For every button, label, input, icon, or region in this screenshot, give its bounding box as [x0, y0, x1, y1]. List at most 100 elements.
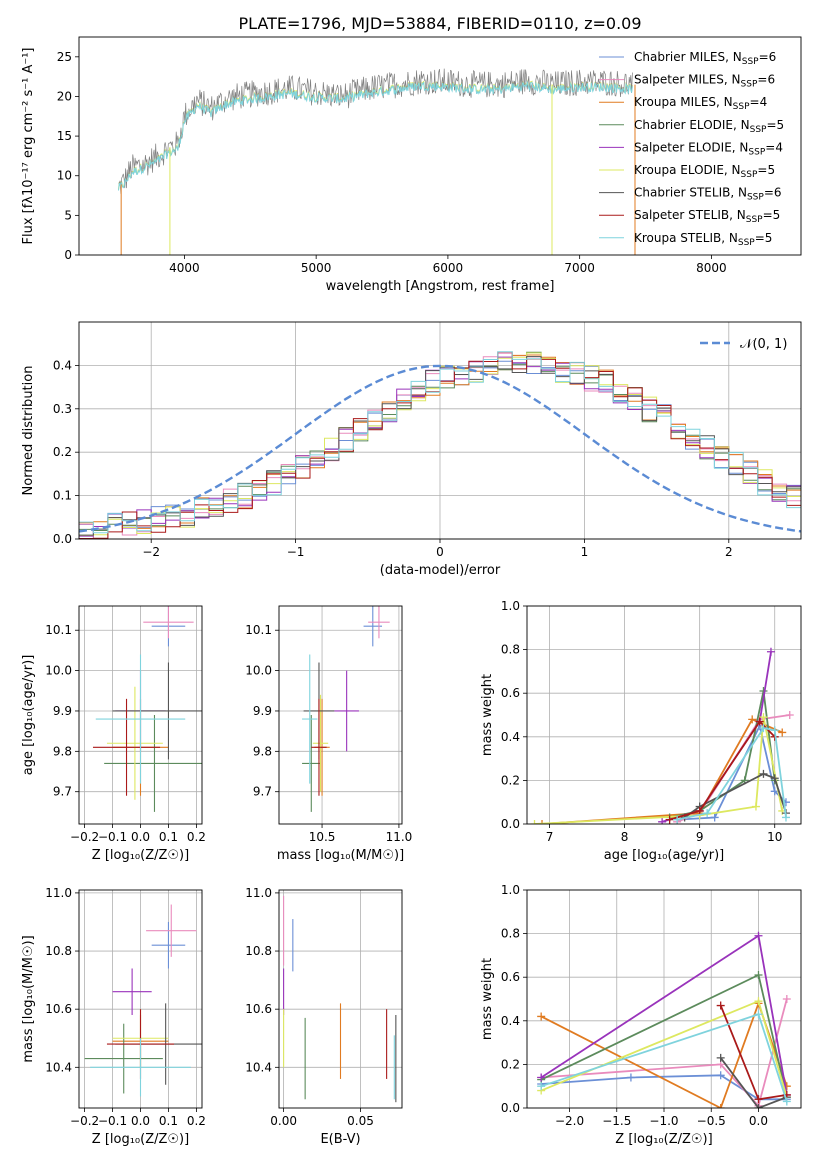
y-axis-label: Flux [fλ10⁻¹⁷ erg cm⁻² s⁻¹ A⁻¹] [21, 48, 36, 245]
y-tick-label: 0.2 [501, 773, 520, 787]
legend-count: =5 [755, 231, 773, 245]
x-tick-label: −0.1 [98, 830, 127, 844]
legend-entry: Kroupa STELIB, NSSP=5 [634, 231, 772, 248]
y-tick-label: 0.4 [501, 730, 520, 744]
y-tick-label: 0.4 [53, 358, 72, 372]
series-marker [755, 717, 764, 726]
axes-frame [526, 605, 802, 825]
legend-count: =5 [766, 118, 784, 132]
legend-subscript: SSP [750, 125, 767, 135]
x-tick-label: 6000 [433, 261, 464, 275]
series-marker [716, 1071, 725, 1080]
x-axis-label: Z [log₁₀(Z/Z☉)] [615, 1132, 712, 1147]
series-marker [754, 971, 763, 980]
x-axis-label: Z [log₁₀(Z/Z☉)] [92, 1132, 189, 1147]
series-marker [754, 1104, 763, 1108]
y-tick-label: 0.8 [501, 927, 520, 941]
axes-frame [526, 889, 802, 1109]
series-marker [759, 713, 768, 722]
series-marker [770, 726, 779, 735]
x-tick-label: 0.2 [187, 1114, 206, 1128]
legend-label: Chabrier STELIB, N [634, 186, 747, 200]
axes-frame [278, 889, 403, 1109]
y-tick-label: 1.0 [501, 599, 520, 613]
legend-label: 𝒩(0, 1) [740, 337, 787, 352]
x-tick-label: 5000 [301, 261, 332, 275]
y-tick-label: 0.0 [53, 532, 72, 546]
x-axis-label: (data-model)/error [380, 563, 501, 578]
data-spectrum-line [118, 68, 633, 194]
y-tick-label: 10.8 [45, 944, 72, 958]
series-marker [759, 724, 768, 733]
series-marker [785, 711, 794, 719]
y-tick-label: 10.4 [245, 1060, 272, 1074]
legend-label: Salpeter ELODIE, N [634, 140, 748, 154]
x-tick-label: 1 [581, 545, 589, 559]
x-tick-label: 11.0 [386, 830, 413, 844]
legend-subscript: SSP [747, 193, 764, 203]
panel-residuals: −2 −1 0 1 2 0.0 0.1 0.2 0.3 0.4 (data-model)/error… [21, 321, 802, 578]
legend-count: =6 [759, 50, 777, 64]
x-tick-label: −2 [142, 545, 160, 559]
series-marker [766, 647, 775, 656]
y-tick-label: 10.4 [45, 1060, 72, 1074]
legend-subscript: SSP [748, 147, 765, 157]
x-tick-label: −0.1 [98, 1114, 127, 1128]
x-tick-label: 10.5 [309, 830, 336, 844]
x-tick-label: 4000 [169, 261, 200, 275]
series-marker [710, 813, 719, 822]
legend-entry: Kroupa MILES, NSSP=4 [634, 95, 767, 112]
series-marker [665, 815, 674, 824]
legend-count: =5 [763, 208, 781, 222]
series-marker [748, 715, 757, 724]
legend-label: Chabrier ELODIE, N [634, 118, 750, 132]
legend-count: =4 [750, 95, 768, 109]
series-marker [782, 1097, 791, 1106]
plot-area [530, 647, 794, 824]
plot-area [302, 606, 390, 812]
series-marker [530, 820, 539, 824]
x-tick-label: 2 [725, 545, 733, 559]
legend-count: =6 [757, 73, 775, 87]
series-marker [673, 815, 682, 824]
y-tick-label: 10.8 [245, 944, 272, 958]
y-tick-label: 10.6 [245, 1002, 272, 1016]
x-tick-label: 7 [546, 830, 554, 844]
x-tick-label: −1.0 [649, 1114, 678, 1128]
panel-mass-vs-EBV: 0.00 0.05 10.4 10.6 10.8 11.0 E(B-V) [245, 886, 403, 1147]
x-tick-label: 0.0 [131, 830, 150, 844]
y-tick-label: 25 [57, 50, 72, 64]
panel-weight-vs-age: 7 8 9 10 0.0 0.2 0.4 0.6 0.8 1.0 age [log₁₀(age/yr… [480, 599, 802, 863]
panel-age-vs-mass: 10.5 11.0 9.7 9.8 9.9 10.0 10.1 mass [log₁₀(M/M… [245, 605, 413, 863]
panel-spectrum: 4000 5000 6000 7000 8000 0 5 10 15 20 25 wavelength… [21, 36, 802, 294]
legend-subscript: SSP [741, 80, 758, 90]
legend-count: =4 [765, 140, 783, 154]
y-tick-label: 1.0 [501, 883, 520, 897]
series-marker [781, 813, 790, 822]
series-line [541, 998, 788, 1108]
y-axis-label: mass [log₁₀(M/M☉)] [21, 935, 36, 1062]
legend-subscript: SSP [733, 102, 750, 112]
legend-label: Kroupa MILES, N [634, 95, 733, 109]
figure-title: PLATE=1796, MJD=53884, FIBERID=0110, z=0… [238, 14, 641, 33]
y-tick-label: 10.0 [45, 664, 72, 678]
y-tick-label: 9.7 [53, 785, 72, 799]
legend-entry: Kroupa ELODIE, NSSP=5 [634, 163, 775, 180]
plot-area [79, 351, 801, 539]
plot-area [84, 904, 202, 1097]
axes-frame [78, 36, 802, 256]
series-marker [626, 1073, 635, 1082]
y-tick-label: 9.7 [253, 785, 272, 799]
x-tick-label: −0.2 [70, 1114, 99, 1128]
y-tick-label: 11.0 [45, 886, 72, 900]
legend-entry: Salpeter STELIB, NSSP=5 [634, 208, 780, 225]
panel-mass-vs-Z: −0.2−0.1 0.0 0.1 0.2 10.4 10.6 10.8 11.0 Z [log₁… [21, 886, 206, 1147]
series-marker [716, 1001, 725, 1010]
legend-entry: Salpeter ELODIE, NSSP=4 [634, 140, 783, 157]
legend-entry: Salpeter MILES, NSSP=6 [634, 73, 775, 90]
x-tick-label: 0.00 [270, 1114, 297, 1128]
series-marker [778, 728, 787, 737]
y-tick-label: 0.6 [501, 686, 520, 700]
